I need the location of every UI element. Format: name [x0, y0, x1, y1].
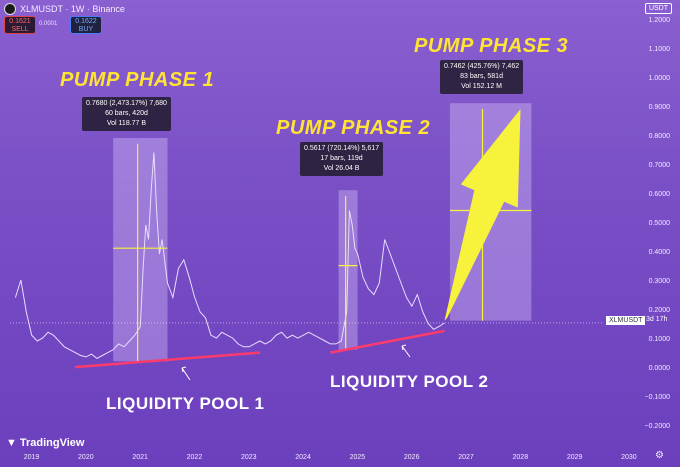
x-tick-label: 2025 [349, 454, 366, 461]
sell-label: SELL [11, 26, 29, 33]
liquidity-pool-2-label: LIQUIDITY POOL 2 [330, 372, 489, 391]
y-tick-label: 1.2000 [648, 17, 670, 24]
stellar-logo-icon [4, 3, 16, 15]
x-tick-label: 2024 [295, 454, 311, 461]
liquidity-pool-1-line [75, 351, 260, 369]
buy-button[interactable]: 0.1622 BUY [70, 16, 102, 34]
price-series-line [14, 152, 445, 359]
x-tick-label: 2030 [621, 454, 637, 461]
phase-3-big-arrow [444, 109, 521, 321]
y-tick-label: 0.2000 [648, 307, 670, 314]
tooltip-3-line-3: Vol 152.12 M [461, 83, 502, 90]
tooltip-1-line-1: 0.7680 (2,473.17%) 7,680 [86, 100, 167, 107]
tradingview-wordmark: TradingView [19, 437, 85, 449]
y-tick-label: 0.1000 [648, 336, 670, 343]
sell-button[interactable]: 0.1621 SELL [4, 16, 36, 34]
y-tick-label: 0.6000 [648, 191, 670, 198]
y-tick-label: −0.1000 [644, 394, 671, 401]
sell-price: 0.1621 [9, 18, 31, 25]
y-tick-label: 0.9000 [648, 104, 670, 111]
symbol-title: XLMUSDT · 1W · Binance [20, 4, 125, 14]
measure-tooltip-1: 0.7680 (2,473.17%) 7,680 60 bars, 420d V… [82, 97, 171, 131]
x-tick-label: 2020 [78, 454, 94, 461]
tooltip-3-line-1: 0.7462 (425.76%) 7,462 [444, 63, 520, 70]
liquidity-pool-1-label: LIQUIDITY POOL 1 [106, 394, 265, 413]
liquidity-pool-2-line [330, 329, 445, 354]
tradingview-icon: ▼ [6, 437, 17, 449]
x-tick-label: 2023 [240, 454, 257, 461]
pool-1-pointer-arrow [181, 366, 191, 381]
x-tick-label: 2027 [458, 454, 474, 461]
measure-tooltip-2: 0.5617 (720.14%) 5,617 17 bars, 119d Vol… [300, 142, 384, 176]
x-tick-label: 2021 [132, 454, 148, 461]
y-tick-label: 1.0000 [648, 75, 670, 82]
spread-value: 0.0001 [39, 21, 58, 27]
y-tick-label: 0.7000 [648, 162, 670, 169]
symbol-header: XLMUSDT · 1W · Binance [4, 3, 125, 15]
pump-phase-1-label: PUMP PHASE 1 [60, 69, 215, 91]
y-tick-label: 0.4000 [648, 249, 670, 256]
measure-tooltip-3: 0.7462 (425.76%) 7,462 83 bars, 581d Vol… [440, 60, 524, 94]
x-tick-label: 2019 [23, 454, 40, 461]
pool-2-pointer-arrow [401, 344, 411, 358]
pump-phase-3-label: PUMP PHASE 3 [414, 35, 569, 57]
buy-label: BUY [78, 26, 94, 33]
y-tick-label: −0.2000 [644, 423, 671, 430]
price-tag-countdown: 3d 17h [646, 316, 668, 323]
y-tick-label: 0.0000 [648, 365, 670, 372]
tooltip-2-line-3: Vol 26.04 B [323, 165, 360, 172]
x-tick-label: 2028 [512, 454, 529, 461]
x-tick-label: 2029 [566, 454, 583, 461]
pump-phase-2-label: PUMP PHASE 2 [276, 117, 431, 139]
y-tick-label: 0.5000 [648, 220, 670, 227]
y-tick-label: 1.1000 [648, 46, 670, 53]
y-tick-label: 0.3000 [648, 278, 670, 285]
price-tag-symbol: XLMUSDT [606, 316, 646, 325]
tooltip-1-line-3: Vol 118.77 B [106, 120, 147, 127]
tooltip-2-line-2: 17 bars, 119d [320, 155, 363, 162]
tooltip-1-line-2: 60 bars, 420d [105, 110, 148, 117]
x-tick-label: 2022 [186, 454, 203, 461]
tradingview-logo[interactable]: ▼ TradingView [6, 437, 84, 449]
tooltip-3-line-2: 83 bars, 581d [460, 73, 503, 80]
currency-selector[interactable]: USDT [644, 3, 672, 14]
y-tick-label: 0.8000 [648, 133, 670, 140]
buy-price: 0.1622 [75, 18, 97, 25]
tooltip-2-line-1: 0.5617 (720.14%) 5,617 [304, 145, 380, 152]
settings-gear-icon[interactable]: ⚙ [655, 450, 664, 461]
x-tick-label: 2026 [403, 454, 420, 461]
